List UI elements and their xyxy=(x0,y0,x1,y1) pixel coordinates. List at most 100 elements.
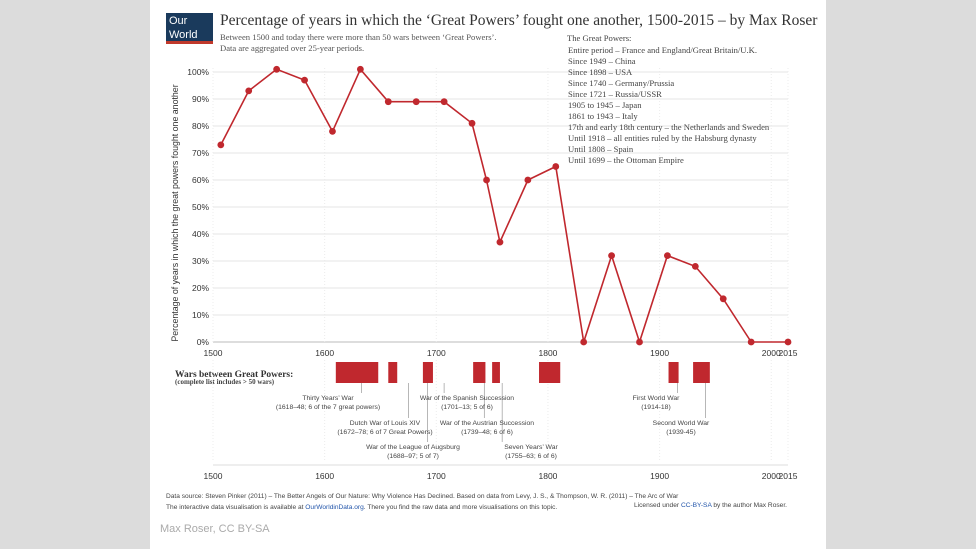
y-tick-label: 40% xyxy=(192,229,209,239)
data-point[interactable] xyxy=(245,87,253,95)
chart-subtitle: Between 1500 and today there were more t… xyxy=(220,32,497,54)
great-power-item: Since 1949 – China xyxy=(568,56,636,66)
data-point[interactable] xyxy=(329,127,336,135)
war-details: (1618–48; 6 of the 7 great powers) xyxy=(276,404,380,411)
image-credit: Max Roser, CC BY-SA xyxy=(160,523,270,535)
logo-line-1: Our World xyxy=(169,15,198,41)
license-note: Licensed under CC-BY-SA by the author Ma… xyxy=(634,502,787,509)
data-point[interactable] xyxy=(483,176,490,184)
war-bar[interactable] xyxy=(668,362,679,383)
great-power-item: Entire period – France and England/Great… xyxy=(568,45,758,55)
wars-heading: Wars between Great Powers: xyxy=(175,370,293,380)
owid-logo[interactable]: Our World in Data xyxy=(166,13,213,55)
data-point[interactable] xyxy=(217,141,225,149)
logo-line-2: in Data xyxy=(169,43,204,55)
war-details: (1755–63; 6 of 6) xyxy=(505,453,557,460)
data-point[interactable] xyxy=(301,76,308,84)
series-line xyxy=(220,67,788,345)
war-bars xyxy=(335,362,710,383)
great-power-item: Until 1699 – the Ottoman Empire xyxy=(568,155,684,165)
great-power-item: 17th and early 18th century – the Nether… xyxy=(568,122,770,132)
subtitle-line-2: Data are aggregated over 25-year periods… xyxy=(220,43,365,53)
x-tick-label: 1500 xyxy=(204,348,223,358)
wars-subheading: (complete list includes > 50 wars) xyxy=(175,378,275,386)
y-tick-label: 60% xyxy=(192,175,209,185)
great-power-item: Until 1918 – all entities ruled by the H… xyxy=(568,133,757,143)
great-power-item: Since 1898 – USA xyxy=(568,67,633,77)
data-point[interactable] xyxy=(580,338,588,346)
data-point[interactable] xyxy=(496,238,504,246)
owid-link[interactable]: OurWorldinData.org xyxy=(305,504,364,511)
y-tick-label: 20% xyxy=(192,283,209,293)
wars-x-tick-label: 1800 xyxy=(538,471,557,481)
war-details: (1739–48; 6 of 6) xyxy=(461,429,513,436)
license-text: Licensed under xyxy=(634,502,681,509)
wars-gridlines xyxy=(212,360,789,461)
data-point[interactable] xyxy=(552,163,560,170)
war-labels: Thirty Years’ War (1618–48; 6 of the 7 gr… xyxy=(276,395,710,460)
footer-text: The interactive data visualisation is av… xyxy=(166,504,306,511)
subtitle-line-1: Between 1500 and today there were more t… xyxy=(220,32,497,42)
data-point[interactable] xyxy=(356,65,364,73)
war-bar[interactable] xyxy=(539,362,561,383)
y-tick-label: 10% xyxy=(192,310,209,320)
y-tick-label: 80% xyxy=(192,121,209,131)
chart-title: Percentage of years in which the ‘Great … xyxy=(220,12,818,29)
war-name: Second World War xyxy=(653,420,710,427)
x-tick-label: 1600 xyxy=(315,348,334,358)
y-tick-label: 50% xyxy=(192,202,209,212)
war-bar[interactable] xyxy=(335,362,379,383)
data-point[interactable] xyxy=(524,176,532,184)
data-point[interactable] xyxy=(691,263,699,270)
data-point[interactable] xyxy=(384,98,392,106)
data-point[interactable] xyxy=(608,252,615,259)
license-link[interactable]: CC-BY-SA xyxy=(680,502,712,509)
y-tick-label: 90% xyxy=(192,94,209,104)
war-bar[interactable] xyxy=(693,362,710,383)
data-point[interactable] xyxy=(664,252,671,259)
great-power-item: 1861 to 1943 – Italy xyxy=(568,111,638,121)
war-details: (1914-18) xyxy=(641,404,670,411)
war-bar[interactable] xyxy=(388,362,398,383)
war-details: (1688–97; 5 of 7) xyxy=(387,453,439,460)
data-point[interactable] xyxy=(273,65,281,73)
wars-x-tick-label: 1700 xyxy=(427,471,446,481)
data-point[interactable] xyxy=(747,338,755,346)
x-tick-label: 2000 xyxy=(762,348,781,358)
y-tick-label: 30% xyxy=(192,256,209,266)
data-point[interactable] xyxy=(719,295,727,303)
y-axis-label: Percentage of years in which the great p… xyxy=(170,84,180,341)
x-tick-label: 1700 xyxy=(427,348,446,358)
war-bar[interactable] xyxy=(473,362,486,383)
war-bar[interactable] xyxy=(492,362,500,383)
data-point[interactable] xyxy=(636,338,643,346)
great-power-item: 1905 to 1945 – Japan xyxy=(568,100,642,110)
war-name: War of the Spanish Succession xyxy=(420,395,514,402)
wars-x-tick-label: 1500 xyxy=(204,471,223,481)
y-tick-label: 70% xyxy=(192,148,209,158)
war-bar[interactable] xyxy=(422,362,433,383)
war-details: (1939-45) xyxy=(666,429,695,436)
license-text: by the author Max Roser. xyxy=(711,502,787,509)
wars-x-tick-label: 2015 xyxy=(779,471,798,481)
great-powers-list: The Great Powers: Entire period – France… xyxy=(567,33,769,166)
data-point[interactable] xyxy=(784,338,792,346)
y-tick-labels: 0% 10% 20% 30% 40% 50% 60% 70% 80% 90% 100% xyxy=(187,67,209,347)
y-tick-label: 0% xyxy=(197,337,210,347)
war-name: Thirty Years’ War xyxy=(302,395,354,402)
footer-text: . There you find the raw data and more v… xyxy=(363,504,558,511)
data-points xyxy=(217,65,792,346)
data-point[interactable] xyxy=(440,98,448,106)
data-point[interactable] xyxy=(412,98,420,106)
x-gridlines xyxy=(212,68,789,342)
war-name: War of the Austrian Succession xyxy=(440,420,534,427)
y-gridlines xyxy=(213,71,788,343)
war-name: First World War xyxy=(633,395,681,402)
footer: Data source: Steven Pinker (2011) – The … xyxy=(166,491,678,513)
war-name: Dutch War of Louis XIV xyxy=(350,420,421,427)
data-point[interactable] xyxy=(468,119,476,127)
wars-x-tick-label: 1900 xyxy=(650,471,669,481)
